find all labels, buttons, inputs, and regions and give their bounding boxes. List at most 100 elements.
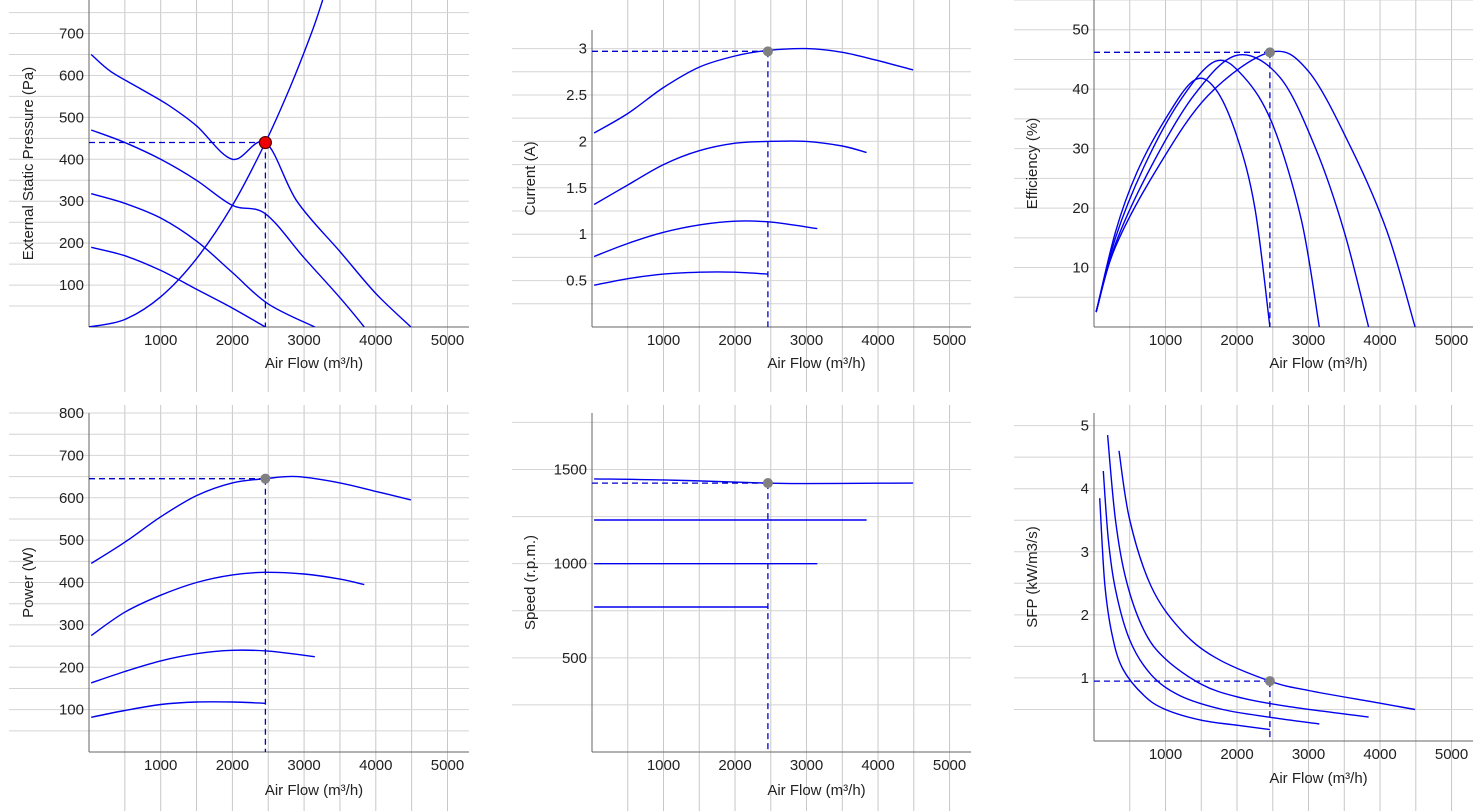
x-tick-label: 3000 [790,332,823,349]
y-tick-label: 5 [1081,418,1089,435]
y-tick-label: 1000 [554,556,587,573]
x-tick-label: 5000 [933,757,966,774]
series-line-3 [90,649,315,684]
y-axis-label: Current (A) [522,141,539,215]
y-tick-label: 800 [59,405,84,422]
series-line-3 [593,220,818,258]
x-tick-label: 2000 [216,757,249,774]
y-axis-label: External Static Pressure (Pa) [20,67,37,260]
x-tick-label: 4000 [1363,746,1396,763]
y-axis-label: SFP (kW/m3/s) [1024,526,1041,627]
x-tick-label: 4000 [359,757,392,774]
y-tick-label: 1 [579,226,587,243]
x-tick-label: 2000 [718,757,751,774]
y-tick-label: 700 [59,447,84,464]
y-tick-label: 100 [59,277,84,294]
series-line-4 [91,246,266,327]
x-axis-label: Air Flow (m³/h) [1269,770,1367,787]
x-axis-label: Air Flow (m³/h) [265,355,363,372]
series-line-4 [593,271,768,286]
x-tick-label: 3000 [287,757,320,774]
x-tick-label: 1000 [144,757,177,774]
y-tick-label: 300 [59,617,84,634]
y-tick-label: 500 [59,532,84,549]
speed-chart: 1000 2000 3000 4000 5000 500 1000 1500 Air Flow … [512,405,971,811]
y-tick-label: 100 [59,702,84,719]
y-tick-label: 2 [579,133,587,150]
series-line-3 [1106,435,1369,718]
series-line-2 [1095,59,1320,327]
operating-point-marker[interactable] [260,473,271,484]
y-tick-label: 3 [579,41,587,58]
operating-point-marker[interactable] [762,478,773,489]
x-tick-label: 1000 [1149,746,1182,763]
series-line-1 [90,53,412,327]
y-tick-label: 1.5 [566,180,587,197]
y-tick-label: 30 [1072,141,1089,158]
y-tick-label: 4 [1081,481,1089,498]
series-line-2 [1102,470,1320,725]
series-line-1 [90,475,412,564]
y-tick-label: 200 [59,235,84,252]
series-line-1 [1095,77,1271,327]
current-chart: 1000 2000 3000 4000 5000 0.5 1 1.5 2 2.5 3 Air Flow… [512,0,971,392]
x-tick-label: 1000 [1149,332,1182,349]
y-axis-label: Speed (r.p.m.) [522,535,539,630]
x-tick-label: 3000 [1292,332,1325,349]
y-tick-label: 500 [59,109,84,126]
y-tick-label: 700 [59,26,84,43]
y-tick-label: 400 [59,151,84,168]
series-line-2 [90,571,365,637]
y-tick-label: 400 [59,575,84,592]
series-line-2 [593,140,867,206]
series-line-4 [91,701,266,718]
y-tick-label: 600 [59,490,84,507]
y-tick-label: 40 [1072,81,1089,98]
x-tick-label: 1000 [647,757,680,774]
y-tick-label: 50 [1072,22,1089,39]
x-tick-label: 1000 [647,332,680,349]
x-tick-label: 3000 [790,757,823,774]
sfp-chart: 1000 2000 3000 4000 5000 1 2 3 4 5 Air Flow (m³/h)… [1014,405,1473,811]
operating-point-marker[interactable] [258,135,272,150]
y-tick-label: 20 [1072,200,1089,217]
x-tick-label: 2000 [1220,746,1253,763]
operating-point-marker[interactable] [1264,47,1275,58]
x-tick-label: 1000 [144,332,177,349]
efficiency-chart: 1000 2000 3000 4000 5000 10 20 30 40 50 Air Flow (… [1014,0,1473,392]
y-tick-label: 2.5 [566,87,587,104]
y-tick-label: 10 [1072,260,1089,277]
x-tick-label: 4000 [1363,332,1396,349]
y-tick-label: 300 [59,193,84,210]
y-tick-label: 0.5 [566,273,587,290]
x-axis-label: Air Flow (m³/h) [265,782,363,799]
operating-point-marker[interactable] [762,46,773,57]
y-tick-label: 1500 [554,462,587,479]
series-line-1 [593,47,914,134]
y-tick-label: 1 [1081,670,1089,687]
x-tick-label: 4000 [861,757,894,774]
x-tick-label: 5000 [933,332,966,349]
x-tick-label: 2000 [216,332,249,349]
y-axis-label: Efficiency (%) [1024,118,1041,209]
y-tick-label: 3 [1081,544,1089,561]
x-tick-label: 5000 [1435,746,1468,763]
x-tick-label: 5000 [1435,332,1468,349]
y-tick-label: 200 [59,659,84,676]
series-line-3 [1095,54,1370,327]
x-tick-label: 5000 [431,332,464,349]
y-tick-label: 500 [562,650,587,667]
x-tick-label: 3000 [1292,746,1325,763]
pressure-chart: 1000 2000 3000 4000 5000 100 200 300 400 500 600 70… [9,0,469,392]
power-chart: 1000 2000 3000 4000 5000 100 200 300 400 500 600 70… [9,405,469,811]
x-tick-label: 2000 [1220,332,1253,349]
series-line-4 [1118,450,1416,711]
y-tick-label: 600 [59,67,84,84]
system-curve [89,0,324,327]
x-axis-label: Air Flow (m³/h) [1269,355,1367,372]
x-tick-label: 4000 [861,332,894,349]
x-axis-label: Air Flow (m³/h) [767,355,865,372]
series-line-1 [1099,498,1270,731]
operating-point-marker[interactable] [1264,676,1275,687]
